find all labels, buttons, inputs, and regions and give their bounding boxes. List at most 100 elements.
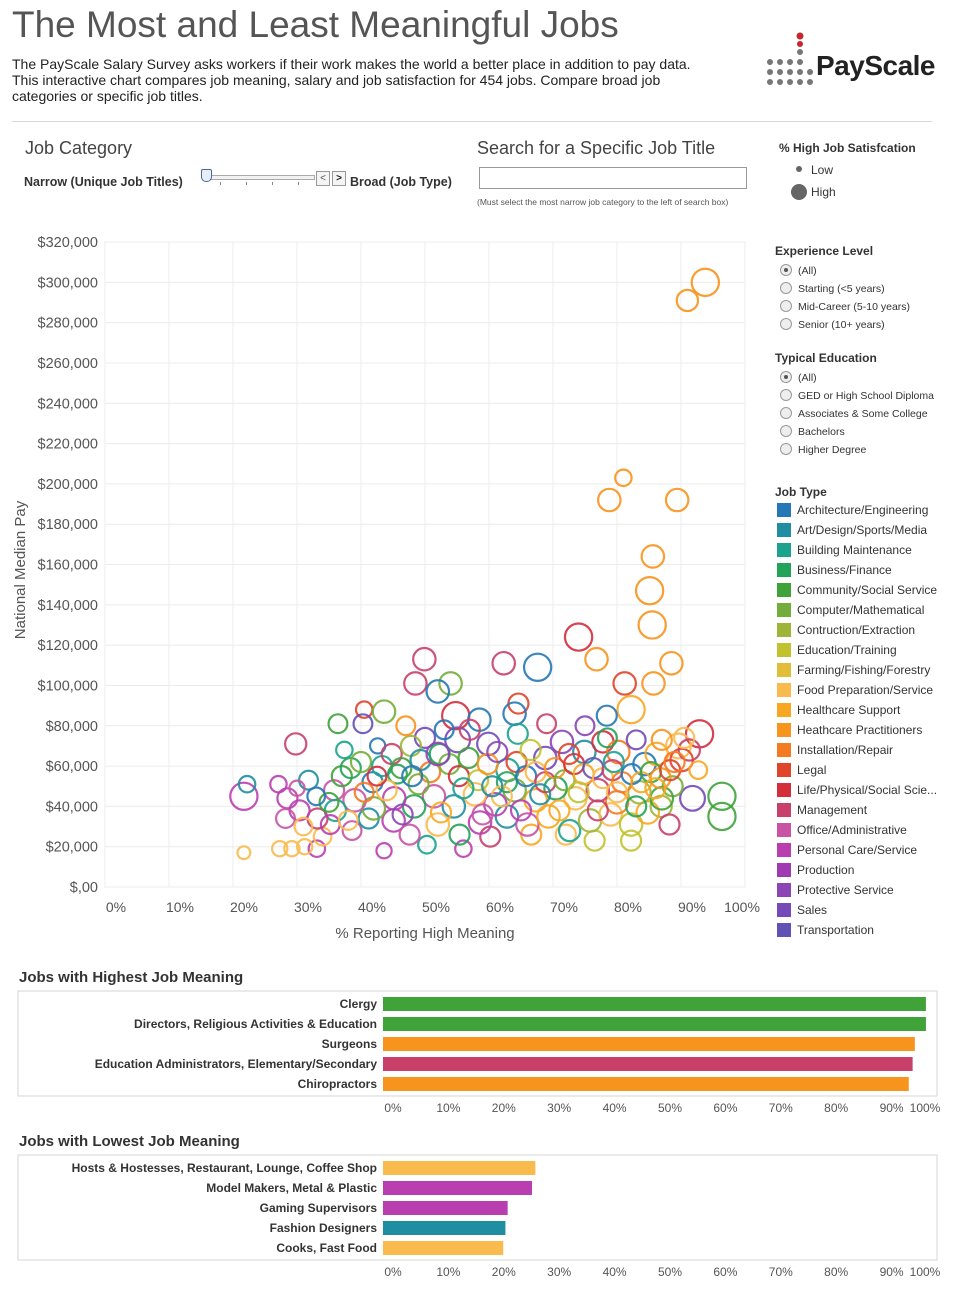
bar-panel-frame bbox=[17, 990, 938, 1097]
bar-category-label: Fashion Designers bbox=[270, 1221, 378, 1235]
job-bubble bbox=[675, 288, 700, 313]
job-type-legend-item[interactable]: Office/Administrative bbox=[777, 822, 907, 838]
job-type-legend-title: Job Type bbox=[775, 485, 827, 499]
y-tick-label: $220,000 bbox=[38, 437, 98, 453]
job-type-legend-item[interactable]: Community/Social Service bbox=[777, 582, 937, 598]
job-type-legend-item[interactable]: Personal Care/Service bbox=[777, 842, 917, 858]
y-tick-label: $60,000 bbox=[46, 759, 98, 775]
job-bubble bbox=[536, 804, 561, 829]
option-label: Starting (<5 years) bbox=[798, 283, 885, 295]
bar-x-tick-label: 70% bbox=[769, 1101, 793, 1115]
slider-tick bbox=[298, 182, 299, 185]
job-type-legend-item[interactable]: Life/Physical/Social Scie... bbox=[777, 782, 937, 798]
job-type-legend-item[interactable]: Installation/Repair bbox=[777, 742, 893, 758]
job-bubble bbox=[673, 726, 696, 749]
legend-label: Transportation bbox=[797, 923, 874, 937]
education-option-higher[interactable]: Higher Degree bbox=[780, 443, 866, 457]
bar-x-tick-label: 80% bbox=[824, 1265, 848, 1279]
job-bubble bbox=[425, 812, 451, 837]
job-type-legend-item[interactable]: Education/Training bbox=[777, 642, 897, 658]
slider-thumb[interactable] bbox=[201, 169, 212, 182]
satisfaction-legend-title: % High Job Satisfcation bbox=[779, 141, 916, 155]
radio-icon bbox=[780, 282, 792, 294]
bar-category-label: Cooks, Fast Food bbox=[276, 1241, 377, 1255]
low-size-marker bbox=[796, 166, 802, 172]
job-bubble bbox=[586, 799, 609, 822]
y-tick-label: $120,000 bbox=[38, 638, 98, 654]
job-type-legend-item[interactable]: Production bbox=[777, 862, 854, 878]
education-option-ged[interactable]: GED or High School Diploma bbox=[780, 389, 934, 403]
radio-icon bbox=[780, 300, 792, 312]
step-next-button[interactable]: > bbox=[332, 171, 346, 186]
job-type-legend-item[interactable]: Computer/Mathematical bbox=[777, 602, 924, 618]
job-type-legend-item[interactable]: Farming/Fishing/Forestry bbox=[777, 662, 930, 678]
job-bubble bbox=[438, 671, 463, 696]
job-type-legend-item[interactable]: Sales bbox=[777, 902, 827, 918]
x-tick-label: 70% bbox=[550, 899, 578, 915]
job-bubble bbox=[353, 781, 375, 803]
job-type-legend-item[interactable]: Architecture/Engineering bbox=[777, 502, 928, 518]
job-bubble bbox=[283, 840, 301, 858]
job-bubble bbox=[522, 652, 553, 682]
legend-swatch bbox=[777, 643, 791, 657]
job-bubble bbox=[688, 760, 709, 780]
job-type-legend-item[interactable]: Protective Service bbox=[777, 882, 894, 898]
step-prev-button[interactable]: < bbox=[316, 171, 330, 186]
bar-x-tick-label: 60% bbox=[713, 1265, 737, 1279]
y-tick-label: $160,000 bbox=[38, 558, 98, 574]
bar-x-tick-label: 40% bbox=[603, 1101, 627, 1115]
job-type-legend-item[interactable]: Legal bbox=[777, 762, 826, 778]
experience-option-starting[interactable]: Starting (<5 years) bbox=[780, 282, 885, 296]
job-bubble bbox=[366, 765, 388, 787]
bar-x-tick-label: 90% bbox=[880, 1265, 904, 1279]
job-bubble bbox=[429, 801, 453, 824]
bar-x-tick-label: 10% bbox=[436, 1101, 460, 1115]
satisfaction-low-label: Low bbox=[811, 163, 834, 177]
job-type-legend-item[interactable]: Building Maintenance bbox=[777, 542, 912, 558]
education-filter-title: Typical Education bbox=[775, 351, 877, 365]
job-bubble bbox=[536, 713, 558, 735]
legend-swatch bbox=[777, 663, 791, 677]
job-category-slider[interactable] bbox=[205, 175, 315, 185]
job-bubble bbox=[567, 781, 590, 804]
job-bubble bbox=[335, 740, 354, 760]
y-tick-label: $300,000 bbox=[38, 275, 98, 291]
job-bubble bbox=[274, 807, 296, 829]
job-title-search-input[interactable] bbox=[479, 167, 747, 189]
job-type-legend-item[interactable]: Management bbox=[777, 802, 867, 818]
job-bubble bbox=[602, 750, 625, 774]
radio-icon bbox=[780, 318, 792, 330]
legend-label: Food Preparation/Service bbox=[797, 683, 934, 697]
legend-swatch bbox=[777, 903, 791, 917]
experience-option-senior[interactable]: Senior (10+ years) bbox=[780, 318, 885, 332]
job-type-legend-item[interactable]: Transportation bbox=[777, 922, 874, 938]
job-bubble bbox=[641, 671, 666, 696]
meaning-bar bbox=[383, 1057, 913, 1071]
legend-label: Management bbox=[797, 803, 868, 817]
job-bubble bbox=[433, 719, 455, 741]
education-option-all[interactable]: (All) bbox=[780, 371, 817, 385]
narrow-label: Narrow (Unique Job Titles) bbox=[24, 175, 183, 189]
job-type-legend-item[interactable]: Contruction/Extraction bbox=[777, 622, 915, 638]
bar-x-tick-label: 50% bbox=[658, 1265, 682, 1279]
job-bubble bbox=[425, 679, 451, 704]
meaning-bar bbox=[383, 997, 926, 1011]
job-type-legend-item[interactable]: Business/Finance bbox=[777, 562, 892, 578]
job-bubble bbox=[605, 781, 629, 804]
x-tick-label: 100% bbox=[724, 899, 760, 915]
job-bubble bbox=[595, 704, 618, 727]
job-type-legend-item[interactable]: Heathcare Practitioners bbox=[777, 722, 922, 738]
legend-swatch bbox=[777, 703, 791, 717]
legend-label: Farming/Fishing/Forestry bbox=[797, 663, 931, 677]
legend-label: Business/Finance bbox=[797, 563, 892, 577]
option-label: Higher Degree bbox=[798, 444, 867, 456]
meaning-bar bbox=[383, 1077, 909, 1091]
job-type-legend-item[interactable]: Art/Design/Sports/Media bbox=[777, 522, 927, 538]
experience-option-mid-career[interactable]: Mid-Career (5-10 years) bbox=[780, 300, 910, 314]
legend-label: Computer/Mathematical bbox=[797, 603, 925, 617]
job-type-legend-item[interactable]: Food Preparation/Service bbox=[777, 682, 933, 698]
job-type-legend-item[interactable]: Healthcare Support bbox=[777, 702, 900, 718]
education-option-associates[interactable]: Associates & Some College bbox=[780, 407, 928, 421]
experience-option-all[interactable]: (All) bbox=[780, 264, 817, 278]
education-option-bachelors[interactable]: Bachelors bbox=[780, 425, 845, 439]
